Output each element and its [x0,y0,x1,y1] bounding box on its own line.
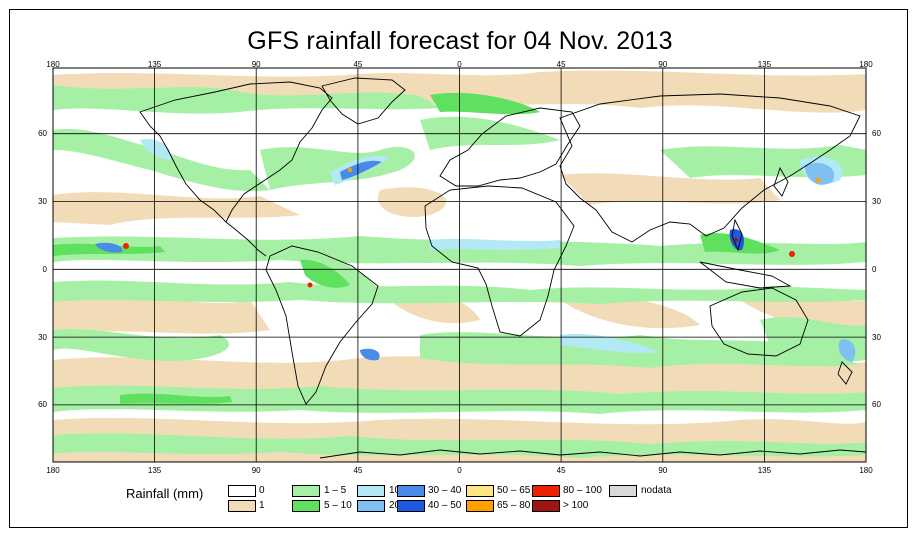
lon-tick: 180 [46,60,60,69]
legend-swatch [357,500,385,512]
lat-tick: 0 [872,265,877,274]
lon-tick: 135 [147,466,162,475]
lon-tick: 0 [457,466,462,475]
legend-label: nodata [641,485,672,496]
lon-tick: 45 [353,466,363,475]
legend-swatch [228,485,256,497]
legend-label: 30 – 40 [428,485,462,496]
lon-tick: 135 [757,60,772,69]
north-america-outline [139,81,333,223]
lat-tick: 60 [38,400,47,409]
legend-swatch [397,485,425,497]
lat-tick: 30 [872,333,881,342]
lon-tick: 180 [859,466,873,475]
lon-tick: 90 [658,60,668,69]
lat-tick: 60 [872,129,881,138]
legend-label: 40 – 50 [428,500,462,511]
lat-tick: 30 [38,333,47,342]
lon-tick: 180 [859,60,873,69]
lon-tick: 45 [556,60,566,69]
legend-swatch [532,500,560,512]
lat-tick: 60 [38,129,47,138]
legend-label: 1 [259,500,265,511]
lon-tick: 45 [556,466,566,475]
maritime-asia-outline [699,261,792,289]
coastlines [139,77,866,459]
antarctica-outline [319,449,866,459]
legend-label: 80 – 100 [563,485,602,496]
lon-tick: 135 [757,466,772,475]
lon-tick: 45 [353,60,363,69]
lon-tick: 0 [457,60,462,69]
lon-tick: 90 [251,466,261,475]
legend-swatch [292,485,320,497]
legend-swatch [532,485,560,497]
lon-tick: 135 [147,60,162,69]
lat-tick: 60 [872,400,881,409]
lat-tick: 0 [42,265,47,274]
legend-swatch [609,485,637,497]
africa-outline [424,185,575,337]
asia-outline [559,93,861,243]
greenland-outline [321,77,406,125]
lat-tick: 30 [38,197,47,206]
lon-tick: 180 [46,466,60,475]
legend-swatch [228,500,256,512]
legend-title: Rainfall (mm) [126,486,204,501]
legend-swatch [397,500,425,512]
legend-swatch [357,485,385,497]
legend-label: 0 [259,485,265,496]
japan-outline [773,166,789,197]
lon-tick: 90 [658,466,668,475]
legend-label: > 100 [563,500,589,511]
legend-label: 1 – 5 [324,485,347,496]
legend-label: 50 – 65 [497,485,531,496]
new-zealand-outline [837,361,853,385]
rain-class-20-50mm [95,160,856,362]
legend-swatch [292,500,320,512]
map-title: GFS rainfall forecast for 04 Nov. 2013 [247,27,673,55]
legend-label: 65 – 80 [497,500,531,511]
graticule [53,68,866,462]
legend-swatch [466,485,494,497]
south-america-outline [265,245,379,405]
map-border [52,67,867,463]
legend-swatch [466,500,494,512]
lat-tick: 30 [872,197,881,206]
australia-outline [709,287,809,357]
legend-label: 5 – 10 [324,500,352,511]
central-america-outline [225,221,267,257]
rain-class-extreme [123,168,821,288]
figure-frame [9,9,908,528]
europe-outline [439,107,581,187]
lon-tick: 90 [251,60,261,69]
